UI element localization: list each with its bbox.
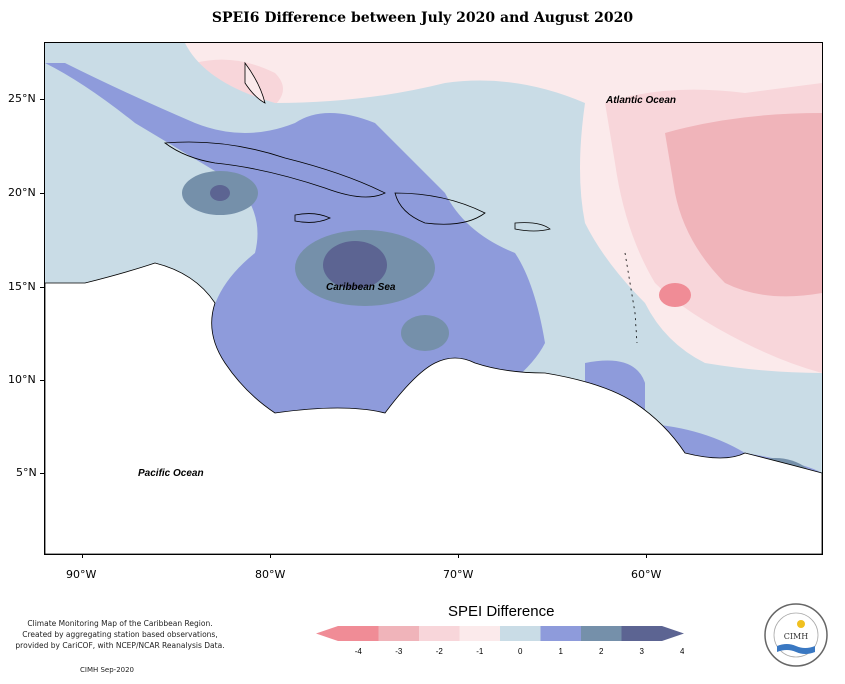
lon-label-80w: 80°W [255, 568, 286, 581]
lon-tick [82, 554, 83, 558]
lat-tick [40, 99, 44, 100]
legend-arrow-high [662, 626, 684, 641]
lat-label-25n: 25°N [8, 92, 36, 105]
lon-label-70w: 70°W [443, 568, 474, 581]
legend-tick-label: 1 [559, 647, 564, 656]
cimh-logo: CIMH [763, 602, 829, 668]
credit-line: Created by aggregating station based obs… [22, 630, 218, 639]
legend-arrow-low [316, 626, 338, 641]
legend-swatch [419, 626, 460, 641]
legend-tick-label: -1 [476, 647, 484, 656]
lat-tick [40, 473, 44, 474]
water-icon [777, 644, 815, 654]
legend-swatch [540, 626, 581, 641]
jamaica-outline [294, 213, 331, 223]
lat-tick [40, 380, 44, 381]
pink-zone-core [665, 113, 822, 297]
puerto-rico-outline [514, 222, 551, 232]
lat-label-20n: 20°N [8, 186, 36, 199]
legend-title: SPEI Difference [448, 603, 555, 620]
logo-emblem: CIMH [764, 603, 828, 667]
lon-tick [646, 554, 647, 558]
credit-text: Climate Monitoring Map of the Caribbean … [10, 618, 230, 651]
spei-map [45, 43, 822, 554]
lon-label-60w: 60°W [631, 568, 662, 581]
dark-zone-central [323, 241, 387, 289]
legend-swatch [500, 626, 541, 641]
lat-tick [40, 193, 44, 194]
lon-tick [458, 554, 459, 558]
legend-tick-label: 2 [599, 647, 604, 656]
legend-tick-label: -4 [355, 647, 363, 656]
credit-line: Climate Monitoring Map of the Caribbean … [27, 619, 213, 628]
atlantic-ocean-label: Atlantic Ocean [606, 95, 677, 106]
map-title: SPEI6 Difference between July 2020 and A… [211, 10, 634, 26]
legend-tick-label: -3 [395, 647, 403, 656]
credit-footer: CIMH Sep-2020 [80, 666, 135, 674]
lat-label-10n: 10°N [8, 373, 36, 386]
map-frame [44, 42, 823, 555]
legend-tick-label: -2 [436, 647, 444, 656]
caribbean-sea-label: Caribbean Sea [326, 282, 396, 293]
logo-text: CIMH [784, 632, 808, 641]
legend-colorbar: -4 -3 -2 -1 0 1 2 3 4 [316, 626, 684, 656]
legend-swatch [378, 626, 419, 641]
credit-line: provided by CariCOF, with NCEP/NCAR Rean… [15, 641, 225, 650]
sun-icon [797, 620, 805, 628]
legend-swatch [338, 626, 379, 641]
cuba-outline [163, 141, 386, 198]
hispaniola-outline [394, 192, 486, 225]
pacific-ocean-label: Pacific Ocean [138, 468, 204, 479]
lon-tick [270, 554, 271, 558]
slate-zone-venezuela [401, 315, 449, 351]
red-spot-east [659, 283, 691, 307]
legend-tick-label: 4 [680, 647, 684, 656]
land-central-south-america [45, 262, 822, 554]
legend-swatch [581, 626, 622, 641]
lat-label-15n: 15°N [8, 280, 36, 293]
legend-tick-label: 0 [518, 647, 523, 656]
lon-label-90w: 90°W [66, 568, 97, 581]
legend-swatch [621, 626, 662, 641]
lat-tick [40, 287, 44, 288]
legend-tick-label: 3 [640, 647, 645, 656]
dark-spot-cuba-south [210, 185, 230, 201]
florida-outline [244, 61, 266, 104]
lat-label-5n: 5°N [16, 466, 37, 479]
legend-swatch [459, 626, 500, 641]
